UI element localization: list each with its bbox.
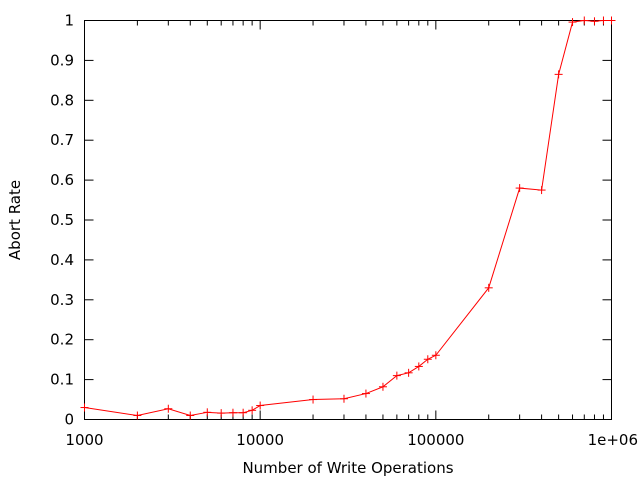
y-tick-label: 1 [64, 12, 74, 30]
plot-frame [84, 20, 612, 420]
data-point [80, 403, 89, 412]
data-point [256, 401, 265, 410]
data-point [414, 362, 423, 371]
data-point [580, 16, 589, 25]
data-point [309, 395, 318, 404]
x-tick-label: 100000 [407, 431, 464, 449]
data-point [607, 16, 616, 25]
data-point [239, 408, 248, 417]
data-point [537, 186, 546, 195]
y-tick-label: 0.6 [50, 171, 74, 189]
x-axis-label: Number of Write Operations [242, 459, 453, 477]
x-tick-label: 10000 [236, 431, 284, 449]
data-point [554, 70, 563, 79]
series-line [84, 19, 612, 417]
y-tick-label: 0.4 [50, 251, 74, 269]
data-point [133, 411, 142, 420]
y-axis-label: Abort Rate [6, 180, 24, 260]
y-tick-label: 0.2 [50, 331, 74, 349]
y-tick-label: 0.1 [50, 371, 74, 389]
data-point [404, 368, 413, 377]
data-point [515, 184, 524, 193]
data-point [217, 409, 226, 418]
y-tick-label: 0.5 [50, 211, 74, 229]
x-tick-label: 1e+06 [588, 431, 638, 449]
data-point [431, 351, 440, 360]
data-point [599, 16, 608, 25]
y-tick-label: 0.7 [50, 131, 74, 149]
data-point [392, 371, 401, 380]
data-point [590, 17, 599, 26]
data-point [339, 394, 348, 403]
data-point [568, 18, 577, 27]
y-tick-label: 0.3 [50, 291, 74, 309]
data-point [248, 406, 257, 415]
data-point [378, 382, 387, 391]
y-tick-label: 0.9 [50, 51, 74, 69]
data-point [186, 411, 195, 420]
data-point [361, 389, 370, 398]
series-layer [80, 16, 616, 420]
y-tick-label: 0.8 [50, 91, 74, 109]
data-point [484, 283, 493, 292]
data-point [423, 355, 432, 364]
y-tick-label: 0 [64, 411, 74, 429]
y-axis: 0 0.1 0.2 0.3 0.4 0.5 0.6 0.7 0.8 0.9 1 [50, 12, 612, 429]
data-point [228, 408, 237, 417]
x-axis: 1000 10000 100000 1e+06 [65, 20, 638, 449]
data-point [164, 404, 173, 413]
data-point [203, 408, 212, 417]
x-tick-label: 1000 [65, 431, 103, 449]
